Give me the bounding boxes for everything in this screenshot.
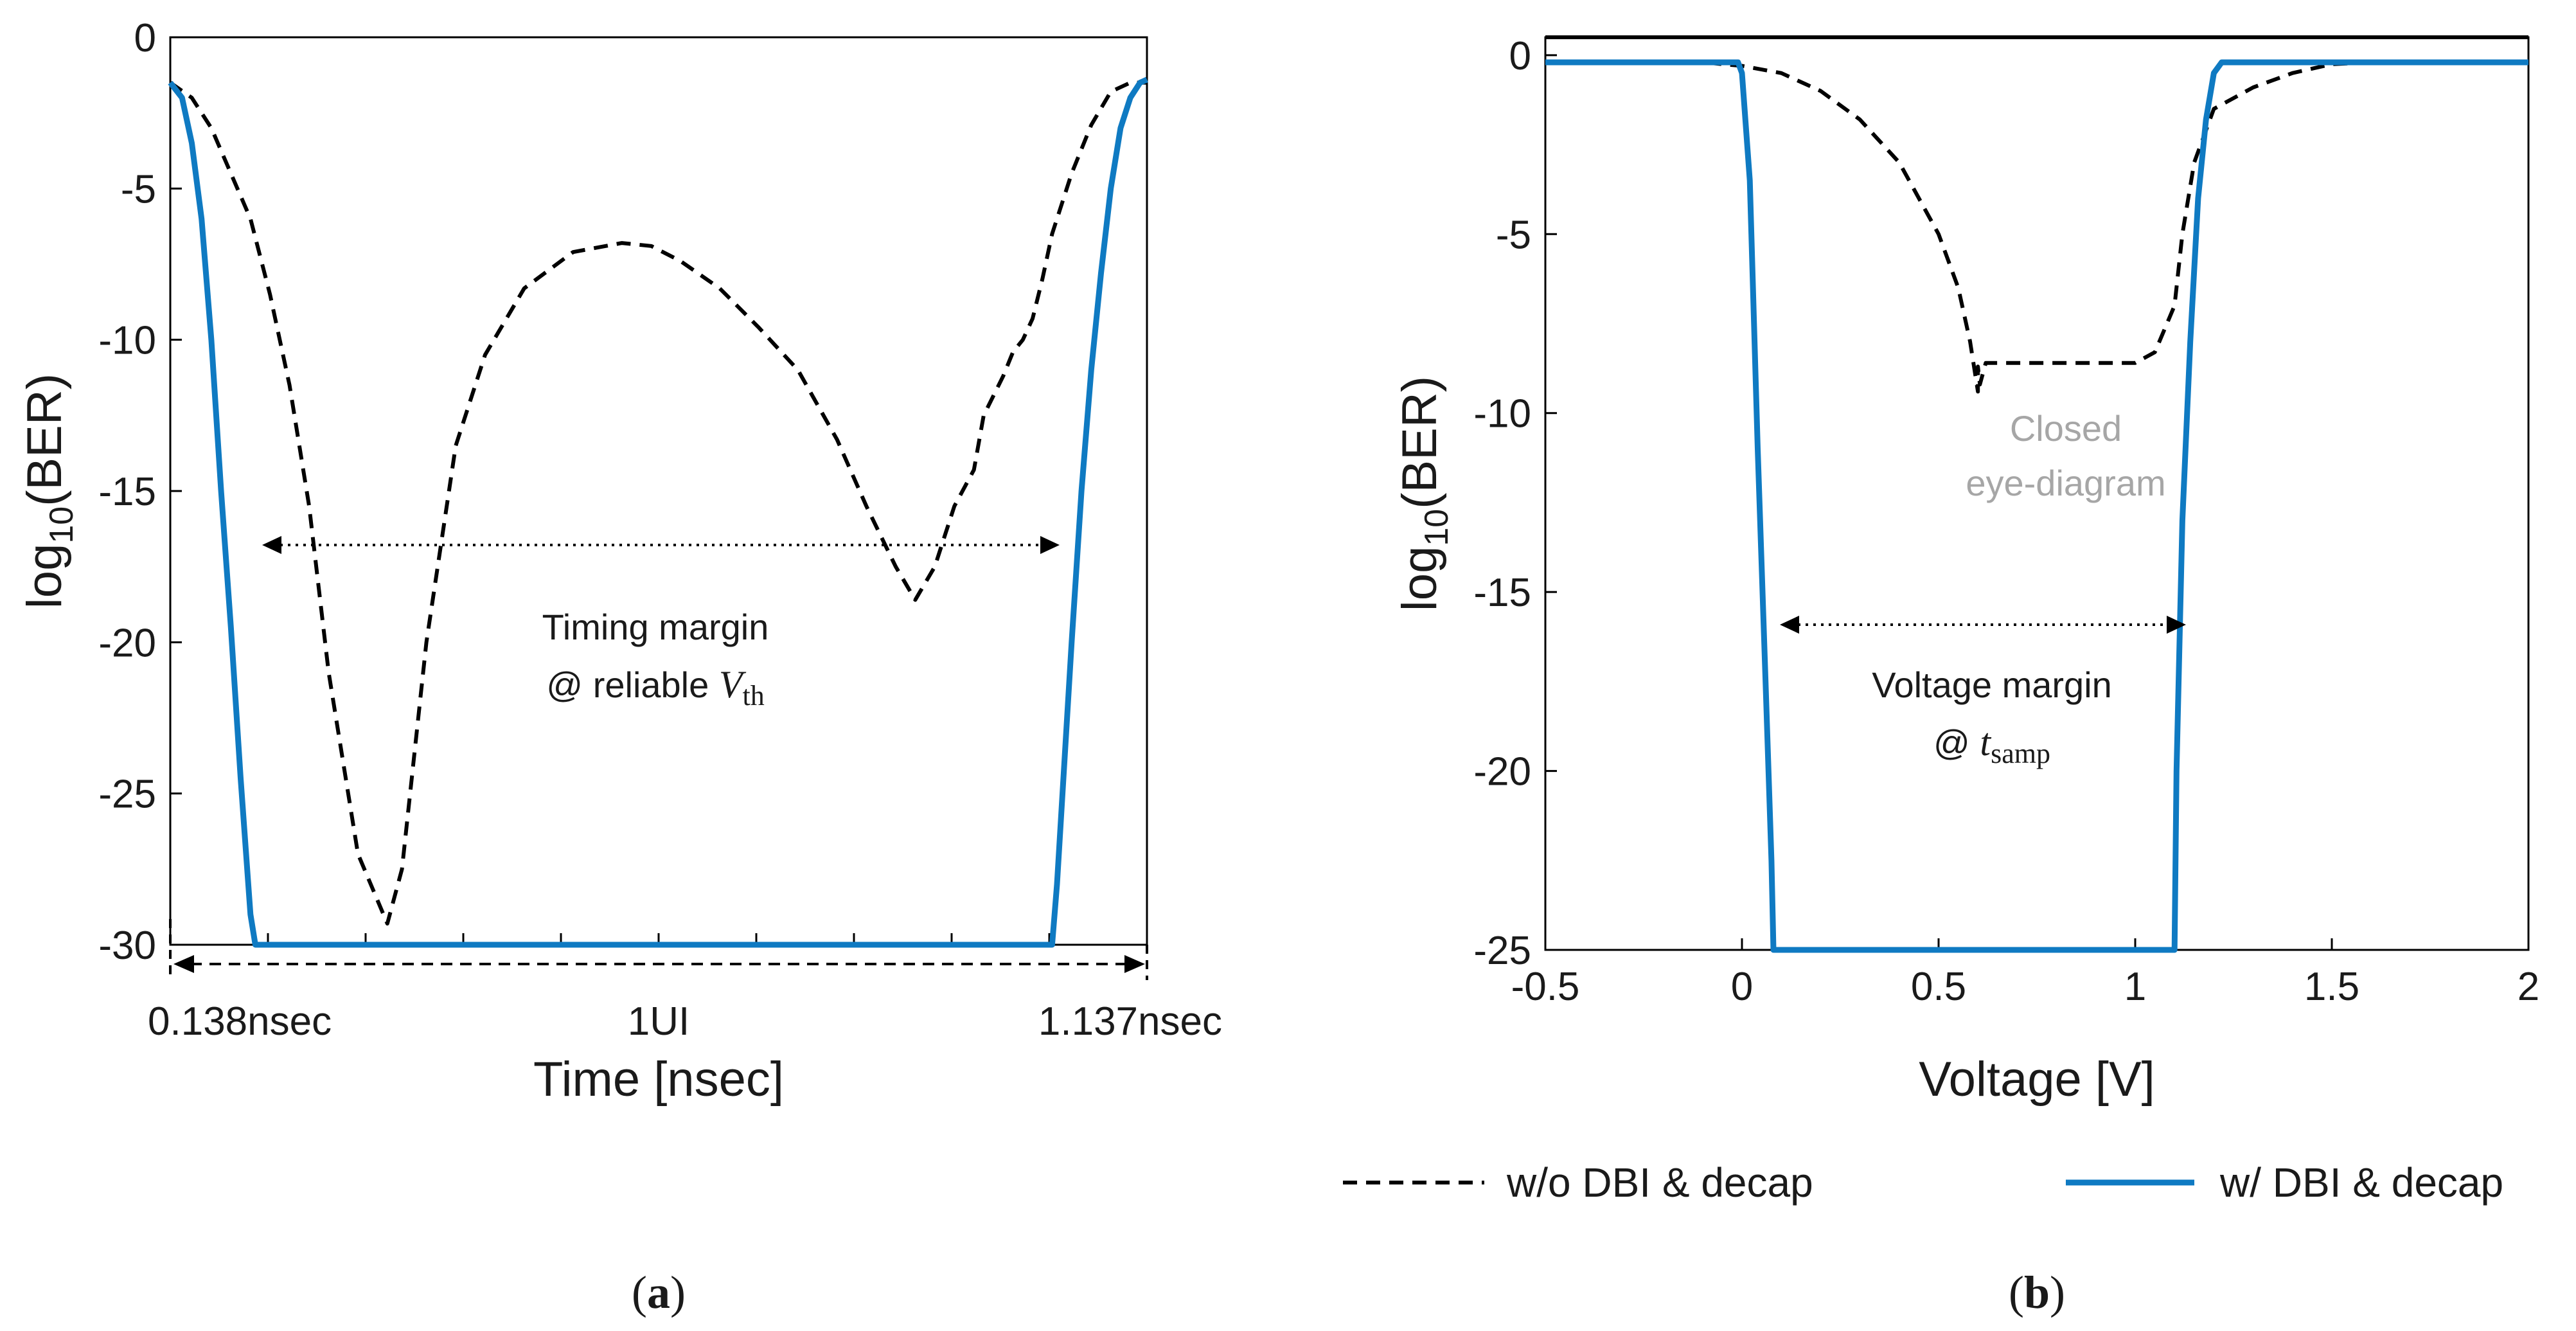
panel-b-x-tick-label: 0 — [1731, 965, 1753, 1009]
panel-b-y-tick-label: -25 — [1473, 929, 1531, 973]
panel-b-y-tick-label: -15 — [1473, 571, 1531, 615]
panel-a-caption: (a) — [632, 1267, 686, 1318]
panel-a-y-tick-label: -20 — [98, 621, 156, 665]
panel-b-x-tick-label: 0.5 — [1911, 965, 1966, 1009]
panel-b-y-axis-label: log10(BER) — [1392, 376, 1455, 611]
legend-dashed-label: w/o DBI & decap — [1506, 1159, 1813, 1206]
panel-b-voltage-margin-label: Voltage margin — [1872, 665, 2112, 705]
legend: w/o DBI & decap w/ DBI & decap — [1343, 1159, 2503, 1206]
panel-a-timing-margin-condition: @ reliable Vth — [546, 663, 764, 711]
panel-a-y-tick-label: -5 — [121, 167, 156, 211]
panel-a-y-tick-label: -30 — [98, 924, 156, 968]
panel-b-y-tick-label: -20 — [1473, 750, 1531, 794]
panel-b-caption: (b) — [2009, 1267, 2065, 1318]
panel-b-closed-eye-label-1: Closed — [2010, 408, 2122, 449]
panel-a-x-marker-ui: 1UI — [628, 999, 689, 1044]
panel-b-x-tick-label: -0.5 — [1511, 965, 1580, 1009]
panel-a-timing-arrow-right-head — [1040, 536, 1060, 554]
panel-a-ui-arrow-left-head — [173, 955, 194, 973]
panel-a-timing-margin-label: Timing margin — [542, 607, 769, 647]
panel-a-y-axis-label: log10(BER) — [17, 373, 80, 609]
panel-b-y-tick-label: -5 — [1496, 213, 1531, 257]
panel-b-x-ticks: -0.5 0 0.5 1 1.5 2 — [1511, 938, 2539, 1009]
panel-a-series-w-dbi-decap-line — [168, 76, 1148, 948]
panel-b-y-tick-label: -10 — [1473, 392, 1531, 436]
panel-b-x-axis-label: Voltage [V] — [1919, 1052, 2155, 1107]
panel-b-x-tick-label: 1.5 — [2304, 965, 2359, 1009]
panel-b-voltage-margin-condition: @ tsamp — [1933, 721, 2050, 769]
panel-a-y-tick-label: -15 — [98, 470, 156, 514]
panel-a-timing-arrow-left-head — [262, 536, 281, 554]
panel-a-series-wo-dbi-decap-line — [169, 80, 1147, 926]
panel-a-y-ticks: 0 -5 -10 -15 -20 -25 -30 — [98, 16, 1051, 968]
panel-b-voltage-arrow-right-head — [2167, 616, 2186, 634]
panel-b-x-tick-label: 1 — [2124, 965, 2146, 1009]
panel-a-x-marker-start: 0.138nsec — [148, 999, 332, 1044]
panel-a-y-tick-label: 0 — [134, 16, 156, 60]
panel-a-x-marker-end: 1.137nsec — [1038, 999, 1222, 1044]
panel-a-ui-arrow-right-head — [1124, 955, 1145, 973]
panel-a-x-axis-label: Time [nsec] — [533, 1052, 784, 1107]
panel-a-y-tick-label: -10 — [98, 319, 156, 363]
panel-b-x-tick-label: 2 — [2518, 965, 2539, 1009]
panel-b-y-ticks: 0 -5 -10 -15 -20 -25 — [1473, 34, 1557, 973]
panel-b-voltage-arrow-left-head — [1780, 616, 1799, 634]
panel-a-y-tick-label: -25 — [98, 773, 156, 817]
panel-b-series-wo-dbi-decap-line — [1545, 60, 2528, 394]
panel-a-plot-frame — [169, 36, 1148, 946]
panel-b-closed-eye-label-2: eye-diagram — [1966, 463, 2165, 503]
legend-solid-label: w/ DBI & decap — [2219, 1159, 2503, 1206]
panel-b-chart: 0 -5 -10 -15 -20 -25 -0.5 0 0.5 1 1.5 2 Closed eye… — [1392, 34, 2539, 1318]
panel-b-y-tick-label: 0 — [1509, 34, 1531, 78]
panel-a-chart: 0 -5 -10 -15 -20 -25 -30 Timing margin @ relia… — [17, 16, 1222, 1318]
panel-b-series-w-dbi-decap-line — [1545, 59, 2528, 953]
